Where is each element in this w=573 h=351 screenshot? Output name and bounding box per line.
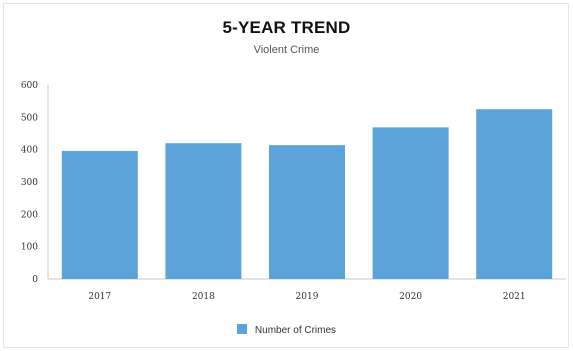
legend-label: Number of Crimes [254,325,337,336]
x-tick-label: 2020 [399,292,422,302]
y-tick-label: 300 [21,178,38,188]
chart-subtitle: Violent Crime [253,44,320,56]
x-tick-label: 2017 [88,292,111,302]
legend-swatch [236,324,247,334]
bar-2021 [476,109,553,279]
bar-2017 [61,150,138,279]
y-tick-labels: 0 100 200 300 400 500 600 [21,81,38,285]
y-tick-label: 100 [21,243,38,253]
y-tick-label: 600 [21,81,38,91]
bar-2019 [269,145,345,279]
x-tick-label: 2019 [296,292,319,302]
x-tick-label: 2021 [503,292,526,302]
y-tick-label: 0 [32,275,38,285]
x-tick-label: 2018 [192,292,215,302]
x-tick-labels: 2017 2018 2019 2020 2021 [88,292,525,302]
chart-title: 5-YEAR TREND [222,18,351,37]
bar-2018 [165,143,242,279]
legend: Number of Crimes [0,324,573,336]
bars [61,109,553,280]
y-tick-label: 400 [21,146,38,156]
y-tick-label: 500 [21,113,38,123]
bar-2020 [372,127,449,280]
y-tick-label: 200 [21,210,38,220]
